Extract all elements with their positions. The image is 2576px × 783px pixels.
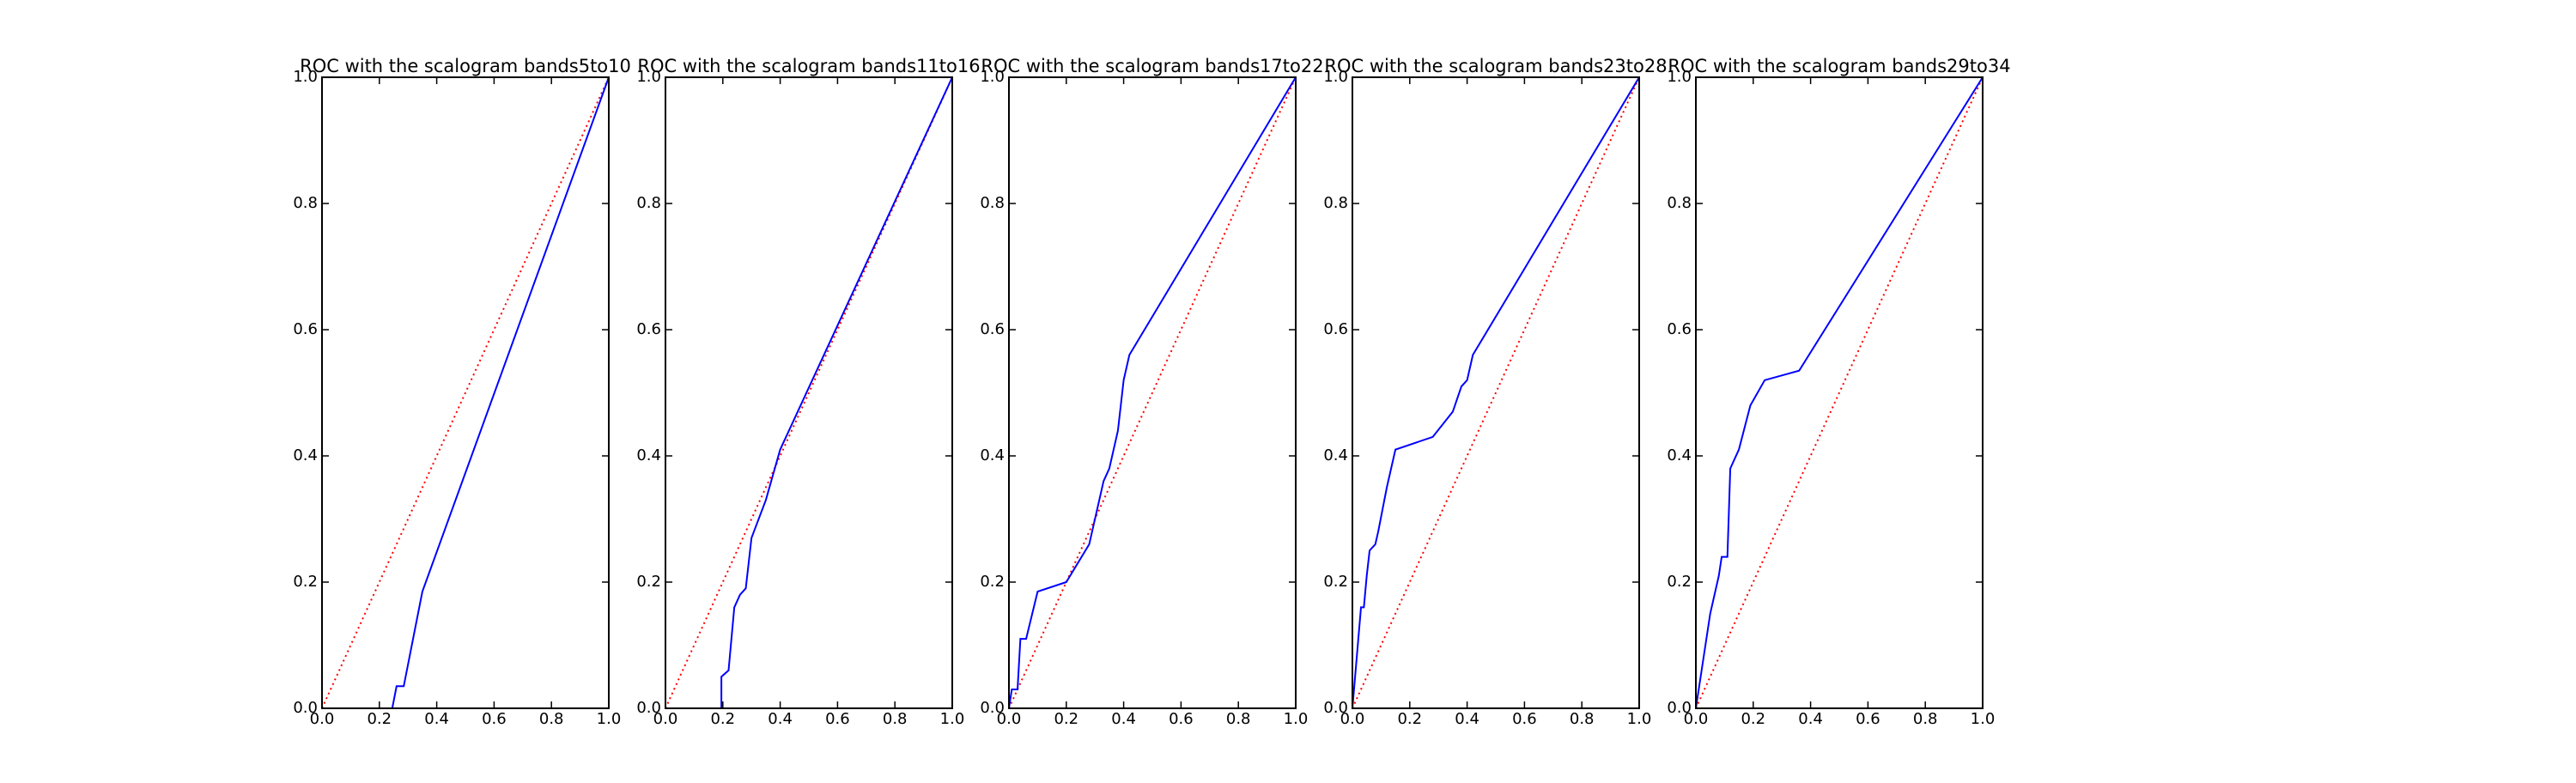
y-tick-label: 0.4 bbox=[293, 446, 318, 464]
x-tick-label: 0.4 bbox=[1111, 710, 1136, 728]
roc-line bbox=[1008, 76, 1297, 709]
y-tick-label: 0.0 bbox=[1667, 699, 1692, 717]
x-tick-label: 0.2 bbox=[367, 710, 392, 728]
y-tick-label: 1.0 bbox=[636, 68, 661, 86]
x-tick-label: 0.2 bbox=[1741, 710, 1765, 728]
y-tick-label: 0.6 bbox=[293, 320, 318, 338]
y-tick-label: 1.0 bbox=[1667, 68, 1692, 86]
roc-line bbox=[391, 76, 610, 709]
x-tick-label: 0.4 bbox=[1455, 710, 1479, 728]
y-tick-label: 1.0 bbox=[293, 68, 318, 86]
roc-line bbox=[1695, 76, 1984, 709]
x-tick-label: 0.0 bbox=[310, 710, 335, 728]
x-tick-label: 0.0 bbox=[1340, 710, 1365, 728]
subplot: ROC with the scalogram bands17to22 0.0 0.2… bbox=[980, 56, 1323, 728]
x-tick-label: 1.0 bbox=[1284, 710, 1309, 728]
x-tick-label: 0.8 bbox=[1570, 710, 1595, 728]
y-tick-label: 0.2 bbox=[1323, 573, 1348, 591]
x-tick-label: 0.4 bbox=[768, 710, 793, 728]
axes-frame bbox=[1008, 76, 1297, 709]
x-tick-label: 0.8 bbox=[539, 710, 564, 728]
roc-line bbox=[1695, 76, 1984, 709]
axes-frame bbox=[1352, 76, 1640, 709]
x-tick-label: 0.0 bbox=[653, 710, 678, 728]
subplot: ROC with the scalogram bands23to28 0.0 0.2… bbox=[1323, 56, 1667, 728]
y-tick-label: 0.6 bbox=[1323, 320, 1348, 338]
x-tick-label: 0.4 bbox=[424, 710, 449, 728]
axes-frame bbox=[665, 76, 953, 709]
chart-title: ROC with the scalogram bands11to16 bbox=[637, 56, 980, 76]
y-tick-label: 0.2 bbox=[293, 573, 318, 591]
x-tick-label: 0.0 bbox=[997, 710, 1022, 728]
x-tick-label: 0.8 bbox=[883, 710, 908, 728]
x-tick-label: 0.0 bbox=[1684, 710, 1709, 728]
y-tick-label: 0.0 bbox=[293, 699, 318, 717]
chart-title: ROC with the scalogram bands5to10 bbox=[300, 56, 631, 76]
x-tick-label: 0.6 bbox=[825, 710, 850, 728]
y-tick-label: 0.8 bbox=[636, 194, 661, 212]
x-tick-label: 0.6 bbox=[1856, 710, 1880, 728]
y-tick-label: 0.0 bbox=[1323, 699, 1348, 717]
y-tick-label: 0.4 bbox=[636, 446, 661, 464]
y-tick-label: 0.6 bbox=[636, 320, 661, 338]
roc-line bbox=[1352, 76, 1640, 709]
y-tick-label: 0.8 bbox=[1667, 194, 1692, 212]
x-tick-label: 0.4 bbox=[1798, 710, 1823, 728]
x-tick-label: 0.6 bbox=[1512, 710, 1537, 728]
y-tick-label: 0.0 bbox=[636, 699, 661, 717]
x-tick-label: 0.6 bbox=[1169, 710, 1194, 728]
y-tick-label: 0.2 bbox=[636, 573, 661, 591]
y-tick-label: 1.0 bbox=[980, 68, 1005, 86]
roc-line bbox=[1352, 76, 1640, 709]
x-tick-label: 1.0 bbox=[597, 710, 622, 728]
y-tick-label: 0.0 bbox=[980, 699, 1005, 717]
y-tick-label: 0.4 bbox=[1323, 446, 1348, 464]
y-tick-label: 0.4 bbox=[1667, 446, 1692, 464]
x-tick-label: 0.8 bbox=[1226, 710, 1251, 728]
y-tick-label: 0.2 bbox=[980, 573, 1005, 591]
roc-line bbox=[1008, 76, 1297, 709]
subplot: ROC with the scalogram bands5to10 0.0 0.2 0… bbox=[293, 56, 631, 728]
subplot: ROC with the scalogram bands29to34 0.0 0.2… bbox=[1667, 56, 2010, 728]
chart-title: ROC with the scalogram bands17to22 bbox=[981, 56, 1323, 76]
chart-title: ROC with the scalogram bands23to28 bbox=[1324, 56, 1667, 76]
y-tick-label: 0.6 bbox=[980, 320, 1005, 338]
x-tick-label: 1.0 bbox=[940, 710, 965, 728]
roc-line bbox=[321, 76, 610, 709]
y-tick-label: 0.2 bbox=[1667, 573, 1692, 591]
x-tick-label: 0.6 bbox=[482, 710, 507, 728]
x-tick-label: 0.2 bbox=[1054, 710, 1078, 728]
y-tick-label: 0.4 bbox=[980, 446, 1005, 464]
y-tick-label: 1.0 bbox=[1323, 68, 1348, 86]
y-tick-label: 0.6 bbox=[1667, 320, 1692, 338]
x-tick-label: 0.2 bbox=[710, 710, 735, 728]
x-tick-label: 0.2 bbox=[1397, 710, 1422, 728]
axes-frame bbox=[1695, 76, 1984, 709]
roc-line bbox=[720, 76, 953, 708]
y-tick-label: 0.8 bbox=[980, 194, 1005, 212]
x-tick-label: 1.0 bbox=[1627, 710, 1652, 728]
subplot: ROC with the scalogram bands11to16 0.0 0.2… bbox=[636, 56, 980, 728]
y-tick-label: 0.8 bbox=[293, 194, 318, 212]
x-tick-label: 1.0 bbox=[1971, 710, 1996, 728]
y-tick-label: 0.8 bbox=[1323, 194, 1348, 212]
axes-frame bbox=[321, 76, 610, 709]
x-tick-label: 0.8 bbox=[1913, 710, 1938, 728]
chart-title: ROC with the scalogram bands29to34 bbox=[1668, 56, 2010, 76]
